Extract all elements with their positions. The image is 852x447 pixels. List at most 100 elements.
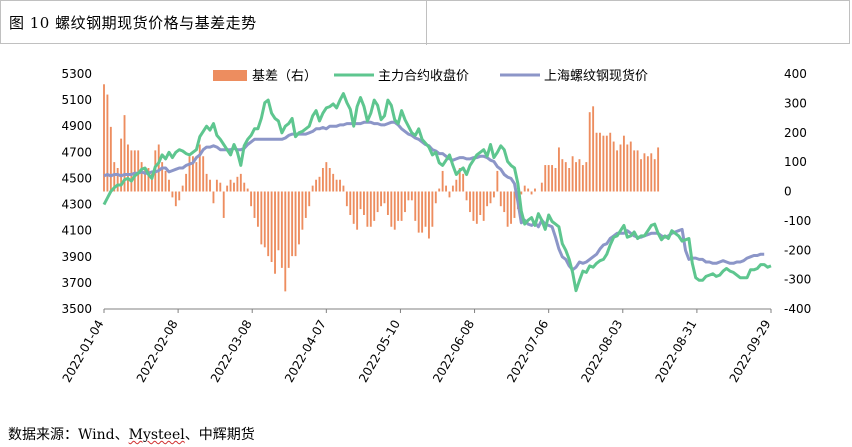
basis-bar	[356, 191, 359, 230]
basis-bar	[496, 170, 499, 192]
basis-bar	[298, 191, 300, 245]
y-left-tick-label: 4100	[61, 224, 92, 238]
basis-bar	[465, 191, 468, 201]
basis-bar	[321, 168, 324, 192]
basis-bar	[424, 191, 427, 227]
basis-bar	[219, 182, 222, 192]
basis-bar	[133, 150, 136, 192]
y-left-tick-label: 3500	[61, 302, 92, 316]
basis-bar	[428, 191, 430, 239]
basis-bar	[308, 191, 311, 207]
basis-bar	[472, 191, 475, 221]
basis-bar	[369, 191, 372, 227]
basis-bar	[554, 168, 557, 192]
basis-bar	[380, 191, 382, 207]
basis-bar	[212, 191, 215, 204]
basis-bar	[622, 135, 625, 192]
basis-bar	[434, 191, 437, 204]
basis-bar	[386, 191, 389, 215]
basis-bar	[636, 150, 639, 192]
basis-bar	[328, 168, 331, 192]
basis-bar	[650, 153, 653, 192]
basis-bar	[561, 159, 564, 192]
basis-bar	[404, 191, 406, 213]
basis-bar	[551, 165, 554, 192]
futures-price-line	[102, 92, 772, 293]
basis-bar	[544, 165, 547, 192]
basis-bar	[564, 162, 567, 192]
basis-bar	[157, 144, 160, 192]
basis-bar	[113, 162, 116, 192]
basis-bar	[616, 150, 619, 192]
basis-bar	[127, 144, 129, 192]
basis-bar	[585, 162, 588, 192]
basis-bar	[243, 182, 246, 192]
y-left-tick-label: 3700	[61, 276, 92, 290]
chart: 3500 3700 3900 4100 4300 4500 4700 4900 5100 5300…	[0, 44, 852, 422]
basis-bar	[482, 191, 485, 221]
x-tick-label: 2022-08-31	[652, 318, 699, 385]
x-tick-label: 2022-03-08	[208, 318, 255, 385]
spot-price-line	[103, 120, 765, 272]
basis-bar	[311, 185, 314, 192]
y-right-tick-label: -400	[784, 302, 811, 316]
basis-bar	[284, 191, 287, 292]
basis-bar	[339, 179, 341, 192]
basis-bar	[407, 191, 410, 201]
basis-bar	[619, 144, 622, 192]
basis-bar	[205, 173, 208, 192]
y-right-tick-label: -200	[784, 243, 811, 257]
basis-bar	[451, 185, 454, 192]
basis-bar	[653, 159, 656, 192]
basis-bar	[178, 191, 181, 201]
basis-bar	[270, 191, 273, 262]
basis-bar	[150, 173, 153, 192]
basis-bar	[626, 144, 629, 192]
basis-bar	[469, 191, 471, 213]
basis-bar	[462, 173, 465, 192]
basis-bar	[605, 135, 608, 192]
basis-bar	[239, 173, 242, 192]
basis-bar	[263, 191, 266, 248]
basis-bar	[202, 156, 205, 192]
basis-bar	[493, 191, 495, 198]
basis-bar	[383, 191, 386, 204]
x-tick-label: 2022-04-07	[282, 318, 329, 385]
basis-bar	[592, 106, 595, 192]
basis-bar	[657, 147, 660, 192]
basis-bar	[523, 185, 526, 192]
basis-bar	[571, 156, 574, 192]
basis-bar	[301, 191, 304, 230]
title-bar-divider	[426, 1, 427, 45]
basis-bar	[373, 191, 376, 221]
x-tick-label: 2022-05-10	[356, 318, 403, 385]
y-right-tick-label: -100	[784, 214, 811, 228]
basis-bar	[222, 191, 225, 218]
basis-bar	[161, 162, 164, 192]
basis-bar	[448, 191, 451, 198]
basis-bar	[486, 191, 489, 207]
basis-bar	[274, 191, 276, 274]
basis-bar	[359, 191, 362, 210]
basis-bar	[530, 191, 533, 195]
basis-bar	[109, 126, 112, 192]
basis-bar	[209, 179, 211, 192]
basis-bar	[191, 156, 194, 192]
basis-bar	[287, 191, 290, 268]
basis-bar	[260, 191, 263, 245]
basis-bar	[280, 191, 283, 268]
basis-bar	[256, 191, 259, 227]
source-note: 数据来源：Wind、Mysteel、中辉期货	[8, 424, 255, 444]
y-left-tick-label: 4700	[61, 145, 92, 159]
source-suffix: 、中辉期货	[184, 427, 255, 443]
basis-bar	[188, 156, 191, 192]
basis-bar	[294, 191, 297, 257]
basis-bar	[417, 191, 420, 233]
basis-bar	[140, 162, 143, 192]
basis-bar	[557, 147, 560, 192]
basis-bar	[315, 179, 318, 192]
y-left-tick-label: 4500	[61, 171, 92, 185]
basis-bar	[643, 153, 646, 192]
title-bar: 图 10 螺纹钢期现货价格与基差走势	[0, 0, 850, 45]
basis-bar	[588, 112, 591, 192]
